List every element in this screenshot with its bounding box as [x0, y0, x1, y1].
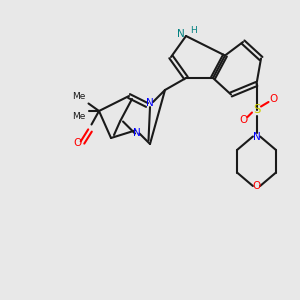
Text: H: H — [190, 26, 197, 35]
Text: O: O — [269, 94, 277, 104]
Text: N: N — [253, 131, 260, 142]
Text: N: N — [146, 98, 154, 109]
Text: Me: Me — [72, 92, 86, 101]
Text: O: O — [73, 137, 81, 148]
Text: S: S — [253, 103, 260, 116]
Text: O: O — [239, 115, 247, 125]
Text: Me: Me — [72, 112, 86, 121]
Text: N: N — [133, 128, 140, 139]
Text: O: O — [252, 181, 261, 191]
Text: N: N — [177, 29, 184, 40]
